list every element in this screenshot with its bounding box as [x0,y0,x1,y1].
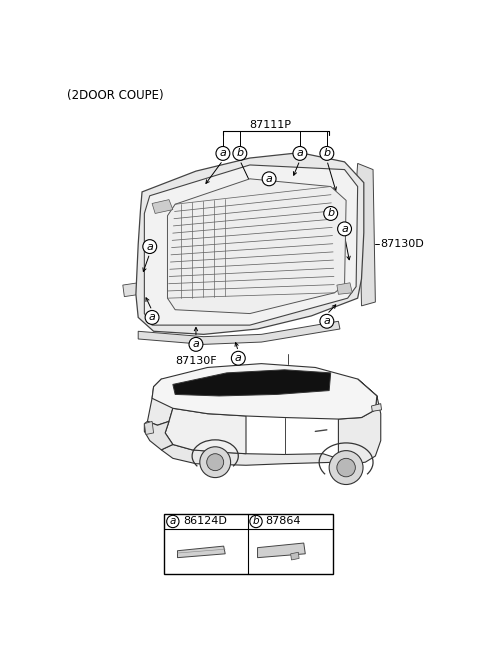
Circle shape [207,454,224,470]
Text: a: a [146,241,153,252]
Polygon shape [338,379,381,464]
Text: b: b [324,148,330,158]
Text: 87130F: 87130F [175,356,217,366]
Polygon shape [144,421,173,450]
Bar [164,514,333,574]
Text: a: a [149,312,156,322]
Polygon shape [123,283,140,297]
Text: 87111P: 87111P [250,120,292,130]
Text: a: a [341,224,348,234]
Polygon shape [178,546,225,558]
Circle shape [320,314,334,328]
Polygon shape [138,321,340,344]
Circle shape [167,516,179,527]
Polygon shape [356,163,375,306]
Circle shape [216,146,230,160]
Polygon shape [161,445,354,465]
Polygon shape [337,283,352,295]
Circle shape [145,310,159,324]
Text: 87130D: 87130D [381,239,424,249]
Text: a: a [297,148,303,158]
Text: b: b [327,209,334,218]
Polygon shape [144,165,358,325]
Text: a: a [324,316,330,326]
Polygon shape [372,403,382,411]
Text: a: a [219,148,227,158]
Circle shape [337,222,351,236]
Circle shape [293,146,307,160]
Text: 86124D: 86124D [183,516,227,527]
Circle shape [329,451,363,485]
Circle shape [337,459,355,477]
Circle shape [262,172,276,186]
Polygon shape [152,363,377,419]
Text: a: a [235,353,242,363]
Circle shape [233,146,247,160]
Polygon shape [291,552,299,560]
Text: b: b [252,516,259,527]
Polygon shape [173,370,331,396]
Polygon shape [152,199,173,213]
Circle shape [231,352,245,365]
Circle shape [143,239,156,253]
Circle shape [324,207,337,220]
Text: a: a [265,174,273,184]
Circle shape [320,146,334,160]
Text: a: a [192,339,199,350]
Text: 87864: 87864 [265,516,301,527]
Polygon shape [161,379,246,454]
Polygon shape [136,153,364,335]
Circle shape [250,516,262,527]
Polygon shape [144,421,154,434]
Polygon shape [258,543,305,558]
Text: a: a [169,516,176,527]
Text: (2DOOR COUPE): (2DOOR COUPE) [67,89,164,102]
Circle shape [200,447,230,478]
Polygon shape [168,179,346,314]
Circle shape [189,337,203,352]
Text: b: b [236,148,243,158]
Polygon shape [147,379,173,425]
